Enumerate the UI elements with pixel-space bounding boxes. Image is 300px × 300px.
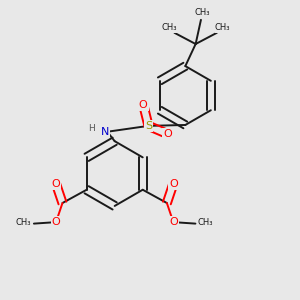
Text: CH₃: CH₃ bbox=[161, 23, 177, 32]
Text: S: S bbox=[145, 121, 152, 131]
Text: CH₃: CH₃ bbox=[215, 23, 230, 32]
Text: O: O bbox=[163, 129, 172, 139]
Text: CH₃: CH₃ bbox=[16, 218, 32, 226]
Text: O: O bbox=[139, 100, 148, 110]
Text: O: O bbox=[169, 217, 178, 227]
Text: O: O bbox=[52, 217, 60, 227]
Text: H: H bbox=[88, 124, 94, 133]
Text: O: O bbox=[52, 179, 60, 189]
Text: CH₃: CH₃ bbox=[194, 8, 210, 17]
Text: N: N bbox=[101, 127, 109, 137]
Text: O: O bbox=[169, 179, 178, 189]
Text: CH₃: CH₃ bbox=[198, 218, 214, 226]
